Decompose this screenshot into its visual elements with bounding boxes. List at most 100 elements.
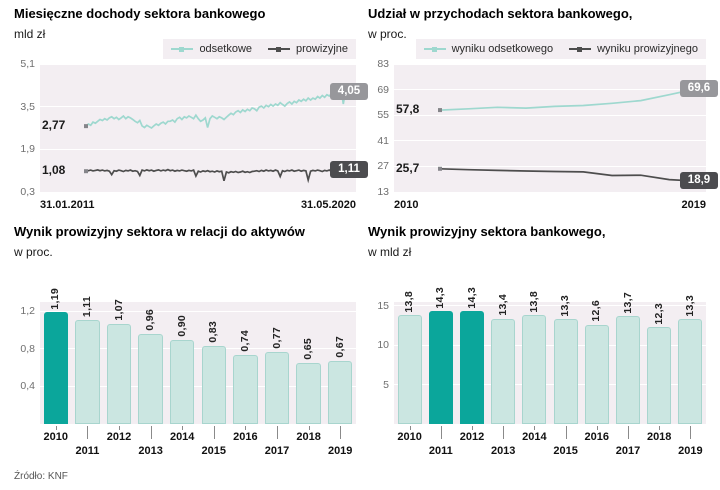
x-tick-label: 2019: [678, 445, 703, 457]
y-tick-label: 1,9: [20, 143, 35, 156]
y-axis: 83 69 55 41 27 13: [368, 58, 394, 198]
legend-line-swatch-icon: [268, 46, 291, 52]
chart-body: 15 10 5 13,8 14,3 14,3 13,4 13,8 13,3 12,6 13,7 12…: [368, 287, 706, 424]
y-tick-label: 55: [377, 109, 389, 122]
x-axis-end-label: 2019: [681, 199, 706, 211]
bar-value-label: 0,83: [207, 321, 220, 344]
gridline: [40, 385, 356, 387]
bar: [397, 315, 422, 424]
series-start-value: 1,08: [42, 163, 66, 178]
legend-marker-icon: [276, 46, 282, 52]
bar: [233, 354, 258, 424]
legend-label: prowizyjne: [296, 43, 348, 55]
x-tick-icon: [409, 426, 411, 430]
gridline: [40, 348, 356, 350]
gridline: [40, 106, 356, 108]
legend-label: wyniku odsetkowego: [451, 43, 554, 55]
x-tick-label: 2011: [428, 445, 453, 457]
bar: [584, 324, 609, 424]
x-tick-icon: [277, 426, 278, 439]
gridline: [394, 384, 706, 386]
y-tick-label: 41: [377, 134, 389, 147]
gridline: [394, 191, 706, 193]
x-tick-icon: [628, 426, 629, 439]
bar: [647, 327, 672, 424]
x-tick-icon: [182, 426, 184, 430]
source-note: Źródło: KNF: [14, 471, 68, 482]
bar-value-label: 13,8: [527, 290, 540, 313]
series-marker-icon: [84, 124, 88, 129]
legend-marker-icon: [431, 46, 437, 52]
legend-line-swatch-icon: [569, 46, 592, 52]
bar: [522, 315, 547, 424]
y-tick-label: 0,4: [20, 380, 35, 393]
series-start-value: 2,77: [42, 118, 66, 133]
bar-value-label: 1,07: [112, 298, 125, 321]
x-tick-label: 2018: [646, 431, 672, 443]
x-tick-icon: [565, 426, 567, 439]
bar: [201, 346, 227, 424]
chart-body: 1,2 0,8 0,4 1,19 1,11 1,07 0,96 0,90 0,83 0,74 0,…: [14, 288, 356, 424]
x-tick-label: 2013: [490, 445, 516, 457]
gridline: [40, 310, 356, 312]
x-axis-end-label: 31.05.2020: [300, 199, 356, 211]
x-axis: 2010 2011 2012 2013 2014 2015 2016 2017 2018 2019: [394, 426, 706, 462]
x-tick-label: 2012: [106, 431, 132, 443]
bar-value-label: 13,8: [403, 290, 416, 313]
x-tick-label: 2017: [615, 445, 641, 457]
chart-body: 83 69 55 41 27 13 57,8 69,6 25,7 18,9: [368, 58, 718, 198]
y-tick-label: 5: [383, 378, 389, 391]
chart-body: 5,1 3,5 1,9 0,3 2,77 4,05 1,08 1,11: [14, 58, 368, 198]
x-tick-label: 2012: [459, 431, 485, 443]
series-start-value: 57,8: [396, 102, 420, 117]
x-tick-label: 2015: [201, 445, 227, 457]
series-line: [85, 168, 349, 184]
end-value-badge: 18,9: [680, 172, 718, 190]
bar-value-label: 0,96: [144, 309, 157, 331]
line-series-canvas: [84, 86, 350, 184]
x-axis-start-label: 2010: [394, 199, 419, 211]
bar-value-label: 0,67: [333, 336, 346, 359]
series-start-value: 25,7: [396, 160, 420, 175]
bar-value-label: 12,3: [652, 302, 665, 325]
y-axis: 1,2 0,8 0,4: [14, 302, 40, 424]
end-value-badge: 1,11: [330, 161, 368, 179]
bar: [459, 311, 485, 424]
gridline: [40, 191, 356, 193]
legend-label: wyniku prowizyjnego: [597, 43, 698, 55]
x-tick-label: 2010: [43, 431, 69, 443]
bar-value-label: 13,3: [559, 294, 572, 317]
x-tick-icon: [119, 426, 120, 430]
series-line: [85, 86, 349, 130]
x-tick-label: 2016: [233, 431, 258, 443]
y-tick-label: 83: [377, 58, 389, 70]
y-axis: 5,1 3,5 1,9 0,3: [14, 58, 40, 198]
bar: [264, 351, 290, 424]
bar: [327, 361, 353, 424]
bar-value-label: 14,3: [465, 286, 478, 309]
x-tick-icon: [534, 426, 536, 430]
x-tick-icon: [472, 426, 473, 430]
bar: [678, 319, 703, 424]
bar-value-label: 14,3: [434, 286, 447, 309]
plot-area: 2,77 4,05 1,08 1,11: [40, 63, 368, 193]
bar-value-label: 0,65: [302, 338, 315, 360]
plot-area: 13,8 14,3 14,3 13,4 13,8 13,3 12,6 13,7 12,3 13,3: [394, 287, 706, 424]
chart-monthly-income: Miesięczne dochody sektora bankowego mld…: [14, 6, 368, 220]
x-tick-label: 2015: [553, 445, 578, 457]
chart-commission-result: Wynik prowizyjny sektora bankowego, w ml…: [368, 224, 706, 464]
x-tick-label: 2017: [264, 445, 290, 457]
legend-item-wynik-prowizyjny: wyniku prowizyjnego: [569, 43, 698, 55]
bar-value-label: 1,19: [49, 287, 62, 310]
x-tick-icon: [659, 426, 661, 430]
bar: [553, 319, 578, 424]
legend-item-wynik-odsetkowy: wyniku odsetkowego: [423, 43, 554, 55]
bar: [428, 311, 453, 424]
gridline: [40, 63, 356, 65]
legend-marker-icon: [179, 46, 185, 52]
bar-value-label: 0,77: [270, 327, 283, 349]
end-value-badge: 69,6: [680, 79, 718, 97]
y-tick-label: 15: [377, 299, 389, 312]
series-line: [439, 87, 699, 111]
chart-title: Wynik prowizyjny sektora bankowego,: [368, 224, 606, 239]
